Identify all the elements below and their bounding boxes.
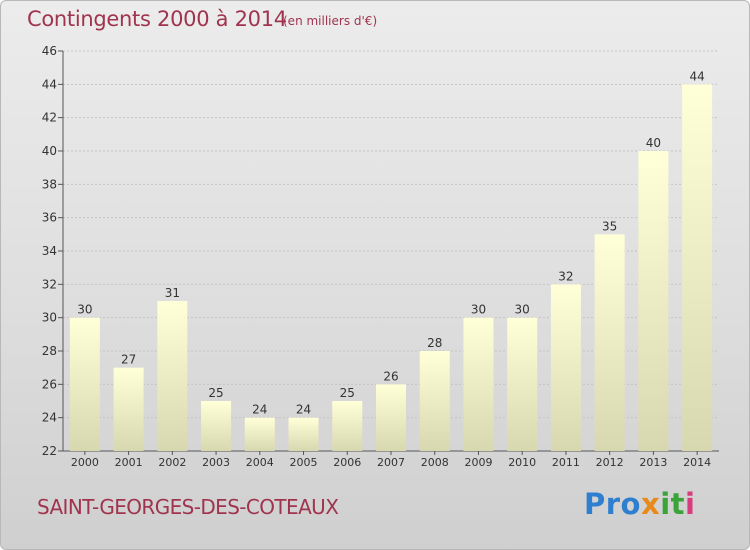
bar (682, 84, 713, 451)
y-tick-label: 32 (42, 277, 57, 291)
x-tick-label: 2011 (552, 456, 580, 469)
bar-value-label: 28 (427, 336, 442, 350)
x-tick-label: 2007 (377, 456, 405, 469)
bar (201, 401, 232, 451)
bar (332, 401, 363, 451)
bar (638, 151, 669, 451)
bar-value-label: 31 (165, 286, 180, 300)
bar-value-label: 26 (383, 369, 398, 383)
bar-value-label: 44 (689, 69, 704, 83)
x-tick-label: 2013 (639, 456, 667, 469)
y-tick-label: 38 (42, 177, 57, 191)
bar (157, 301, 188, 451)
label-layer: 30 27 31 25 24 24 25 26 28 30 30 32 35 40 44 (77, 69, 705, 416)
x-tick-label: 2005 (290, 456, 318, 469)
x-tick-label: 2003 (202, 456, 230, 469)
bar-value-label: 24 (296, 403, 311, 417)
bar-value-label: 30 (77, 303, 92, 317)
bar-value-label: 25 (340, 386, 355, 400)
bar (463, 317, 494, 451)
bar (507, 317, 538, 451)
bar (376, 384, 406, 451)
place-name: SAINT-GEORGES-DES-COTEAUX (37, 495, 339, 519)
x-tick-label: 2014 (683, 456, 711, 469)
bar (419, 351, 450, 451)
bar-value-label: 27 (121, 353, 136, 367)
logo-part: x (640, 487, 661, 521)
bar-value-label: 35 (602, 219, 617, 233)
x-tick-label: 2000 (71, 456, 99, 469)
bar-value-label: 30 (515, 303, 530, 317)
chart-unit-note: (en milliers d'€) (283, 14, 378, 28)
x-tick-label: 2010 (508, 456, 536, 469)
y-tick-label: 24 (42, 411, 57, 425)
bar-value-label: 25 (208, 386, 223, 400)
bar-value-label: 32 (558, 269, 573, 283)
y-tick-label: 26 (42, 377, 57, 391)
bar (288, 417, 319, 451)
y-tick-label: 46 (42, 44, 57, 58)
bar (244, 417, 275, 451)
bar-value-label: 24 (252, 403, 267, 417)
bar-value-label: 30 (471, 303, 486, 317)
y-tick-label: 42 (42, 111, 57, 125)
y-tick-label: 30 (42, 311, 57, 325)
y-tick-label: 40 (42, 144, 57, 158)
y-tick-label: 44 (42, 77, 57, 91)
x-tick-label: 2002 (158, 456, 186, 469)
x-tick-label: 2008 (421, 456, 449, 469)
y-tick-label: 36 (42, 211, 57, 225)
bar-value-label: 40 (646, 136, 661, 150)
bar (594, 234, 625, 451)
y-tick-label: 34 (42, 244, 57, 258)
bar (550, 284, 581, 451)
x-tick-label: 2004 (246, 456, 274, 469)
logo-part: Pro (584, 487, 641, 521)
y-tick-label: 22 (42, 444, 57, 458)
x-tick-label: 2009 (464, 456, 492, 469)
x-tick-label: 2012 (596, 456, 624, 469)
x-tick-label: 2006 (333, 456, 361, 469)
logo-part: i (685, 487, 696, 521)
bar-layer (69, 84, 713, 451)
bar (113, 367, 144, 451)
chart-title: Contingents 2000 à 2014 (27, 7, 287, 31)
x-tick-label: 2001 (115, 456, 143, 469)
y-tick-label: 28 (42, 344, 57, 358)
logo-part: it (660, 487, 686, 521)
bar (69, 317, 100, 451)
proxiti-logo: Proxiti (584, 487, 695, 521)
